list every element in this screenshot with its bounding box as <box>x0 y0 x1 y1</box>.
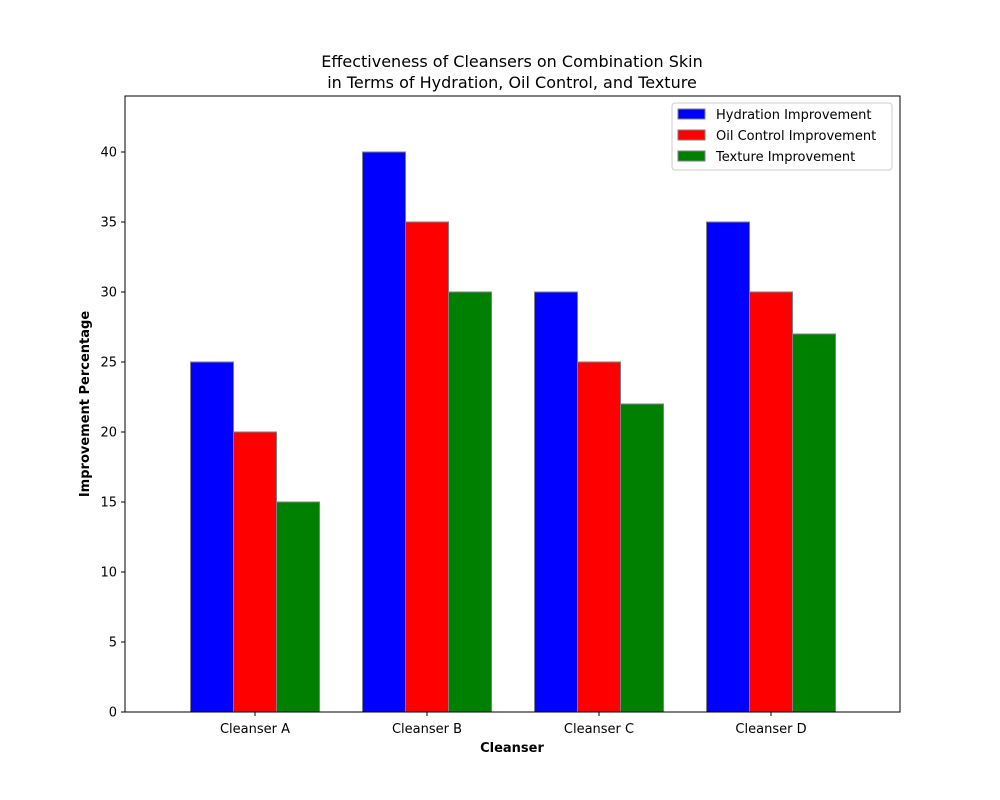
x-axis-label: Cleanser <box>480 741 544 756</box>
bar <box>405 221 449 713</box>
bar <box>534 291 578 713</box>
y-tick-label: 20 <box>100 426 117 441</box>
y-tick-label: 15 <box>100 496 117 511</box>
legend-swatch <box>677 108 706 120</box>
x-tick-label: Cleanser B <box>392 722 462 737</box>
bar <box>792 333 836 713</box>
y-tick-label: 30 <box>100 286 117 301</box>
bar <box>620 403 664 713</box>
bar <box>448 291 492 713</box>
y-tick-label: 40 <box>100 146 117 161</box>
plot-area-frame <box>124 95 901 713</box>
bar <box>706 221 750 713</box>
x-tick-label: Cleanser D <box>735 722 806 737</box>
legend-label: Oil Control Improvement <box>716 129 876 144</box>
bar <box>362 151 406 713</box>
bar <box>276 501 320 713</box>
x-tick-label: Cleanser A <box>220 722 290 737</box>
bars-layer <box>190 151 836 713</box>
bar <box>577 361 621 713</box>
legend-frame <box>671 102 893 171</box>
legend-label: Texture Improvement <box>715 150 855 165</box>
y-tick-label: 0 <box>109 706 117 721</box>
chart-title-line1: Effectiveness of Cleansers on Combinatio… <box>321 52 703 71</box>
y-tick-label: 5 <box>109 636 117 651</box>
chart-title-line2: in Terms of Hydration, Oil Control, and … <box>327 73 697 92</box>
bar <box>749 291 793 713</box>
y-tick-label: 25 <box>100 356 117 371</box>
y-axis-ticks: 0 5 10 15 20 25 30 35 40 <box>100 146 125 721</box>
bar <box>190 361 234 713</box>
legend-swatch <box>677 129 706 141</box>
legend-label: Hydration Improvement <box>716 108 872 123</box>
x-tick-label: Cleanser C <box>564 722 634 737</box>
bar <box>233 431 277 713</box>
legend-swatch <box>677 150 706 162</box>
y-axis-label: Improvement Percentage <box>78 311 93 498</box>
x-axis-ticks: Cleanser A Cleanser B Cleanser C Cleanser D <box>220 712 807 737</box>
y-tick-label: 10 <box>100 566 117 581</box>
legend: Hydration Improvement Oil Control Improve… <box>671 102 893 171</box>
y-tick-label: 35 <box>100 216 117 231</box>
